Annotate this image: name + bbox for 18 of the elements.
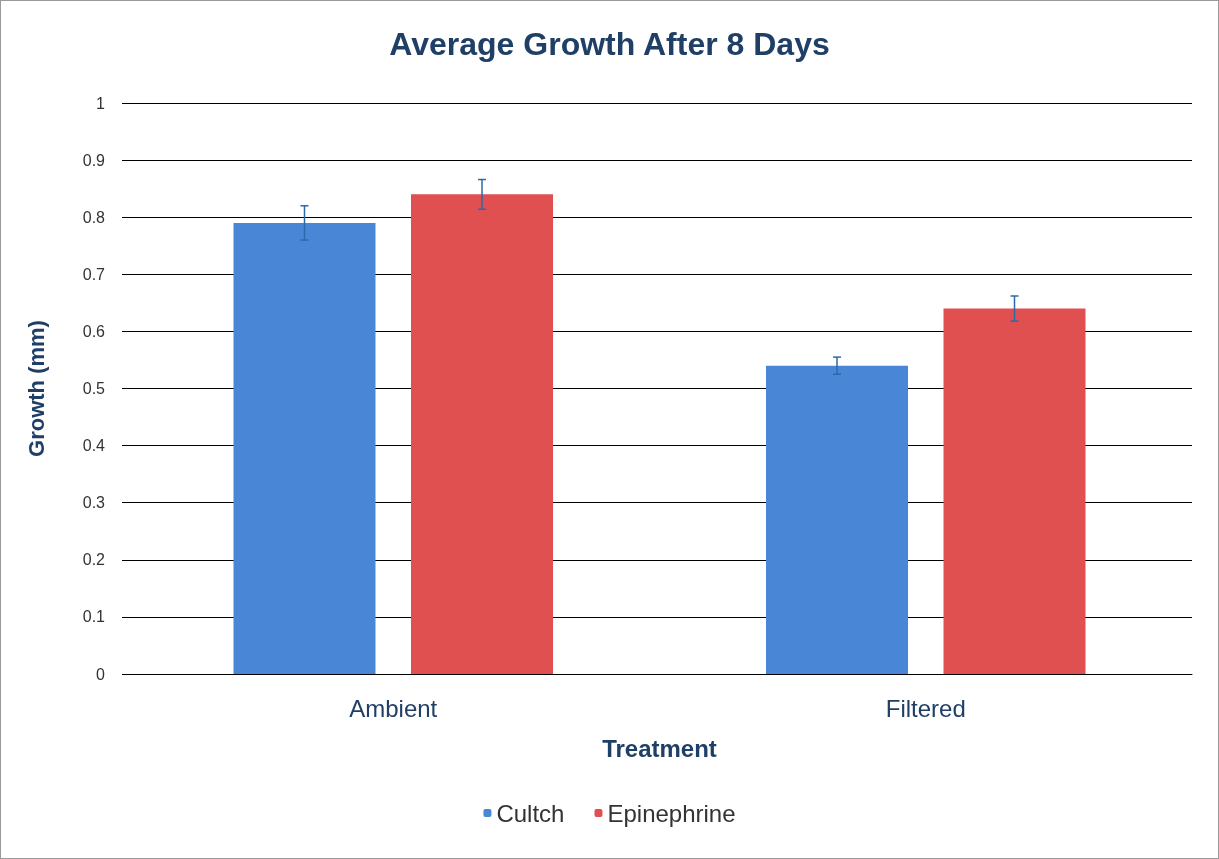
y-tick-label: 0 xyxy=(96,665,106,683)
x-axis-title: Treatment xyxy=(602,734,717,762)
y-tick-label: 1 xyxy=(96,94,106,112)
y-tick-label: 0.5 xyxy=(82,380,106,397)
y-axis-title: Growth (mm) xyxy=(23,320,49,457)
y-tick-label: 0.2 xyxy=(82,551,106,569)
legend-label: Epinephrine xyxy=(607,799,736,827)
y-tick-label: 0.4 xyxy=(82,437,106,455)
y-tick-label: 0.9 xyxy=(82,151,106,169)
y-tick-label: 0.8 xyxy=(82,208,106,226)
legend-label: Cultch xyxy=(496,799,565,827)
y-tick-label: 0.3 xyxy=(82,494,106,512)
x-tick-label: Ambient xyxy=(349,694,438,722)
chart-title: Average Growth After 8 Days xyxy=(389,26,830,62)
x-tick-label: Filtered xyxy=(885,694,966,722)
y-tick-label: 0.6 xyxy=(82,322,106,340)
y-tick-label: 0.7 xyxy=(82,265,106,283)
y-tick-label: 0.1 xyxy=(82,608,106,626)
